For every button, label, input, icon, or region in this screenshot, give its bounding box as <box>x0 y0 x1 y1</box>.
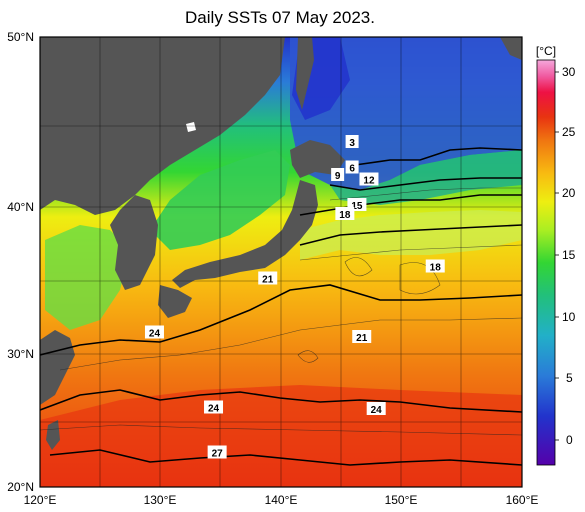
isotherm-label-box <box>144 325 164 339</box>
isotherm-label-box <box>345 160 359 174</box>
isotherm-label: 3 <box>349 138 355 149</box>
isotherm-label: 24 <box>371 405 383 416</box>
isotherm-label: 6 <box>349 164 355 175</box>
colorbar: [°C] 30 25 20 15 10 5 0 <box>536 44 576 466</box>
colorbar-tick: 20 <box>562 186 576 200</box>
colorbar-scale <box>536 59 556 466</box>
isotherm-label-box <box>359 172 379 186</box>
taiwan <box>46 420 60 450</box>
colorbar-tick: 5 <box>566 371 573 385</box>
honshu <box>172 180 318 288</box>
subarctic-band <box>330 150 522 205</box>
lat-label: 40°N <box>7 200 34 214</box>
lat-label: 30°N <box>7 347 34 361</box>
korea-peninsula <box>110 195 158 290</box>
lat-label: 20°N <box>7 480 34 494</box>
map-title: Daily SSTs 07 May 2023. <box>185 8 375 27</box>
colorbar-tick: 30 <box>562 65 576 79</box>
lon-label: 160°E <box>506 493 539 507</box>
lat-label: 50°N <box>7 30 34 44</box>
yellow-sea <box>45 225 130 330</box>
isotherm-label: 21 <box>262 275 274 286</box>
longitude-labels: 120°E 130°E 140°E 150°E 160°E <box>24 493 539 507</box>
isotherm-label: 27 <box>212 449 224 460</box>
isotherm-label: 15 <box>351 201 363 212</box>
kamchatka-tip <box>500 37 522 60</box>
isotherm-label: 18 <box>430 263 442 274</box>
isotherm-label: 18 <box>339 210 351 221</box>
isotherm-label-box <box>204 400 224 414</box>
sakhalin <box>296 37 314 110</box>
isotherm-label-box <box>425 259 445 273</box>
isotherm-label-box <box>345 135 359 148</box>
lon-label: 140°E <box>265 493 298 507</box>
colorbar-tick: 10 <box>562 310 576 324</box>
isotherm-label-box <box>331 168 345 181</box>
colorbar-tick: 15 <box>562 248 576 262</box>
isotherm-label: 9 <box>335 171 341 182</box>
isotherm-label-box <box>335 207 355 220</box>
isotherm-label: 24 <box>149 329 161 340</box>
isotherm-label: 24 <box>208 404 220 415</box>
isotherm-label-box <box>352 330 372 343</box>
lon-label: 130°E <box>144 493 177 507</box>
isotherm-label-box <box>366 402 386 415</box>
map-frame <box>39 36 523 488</box>
isotherm-label: 12 <box>363 176 375 187</box>
minor-contours <box>40 187 522 436</box>
small-island <box>186 122 196 132</box>
isotherm-contours <box>40 147 522 466</box>
isotherm-label-box <box>258 271 278 285</box>
lon-label: 120°E <box>24 493 57 507</box>
kyushu-shikoku <box>158 285 192 318</box>
latitude-labels: 50°N 40°N 30°N 20°N <box>7 30 34 494</box>
colorbar-tick: 0 <box>566 433 573 447</box>
lon-label: 150°E <box>385 493 418 507</box>
colorbar-unit: [°C] <box>536 44 556 58</box>
isotherm-label-box <box>207 445 227 459</box>
isotherm-label: 21 <box>356 333 368 344</box>
colorbar-tick: 25 <box>562 125 576 139</box>
